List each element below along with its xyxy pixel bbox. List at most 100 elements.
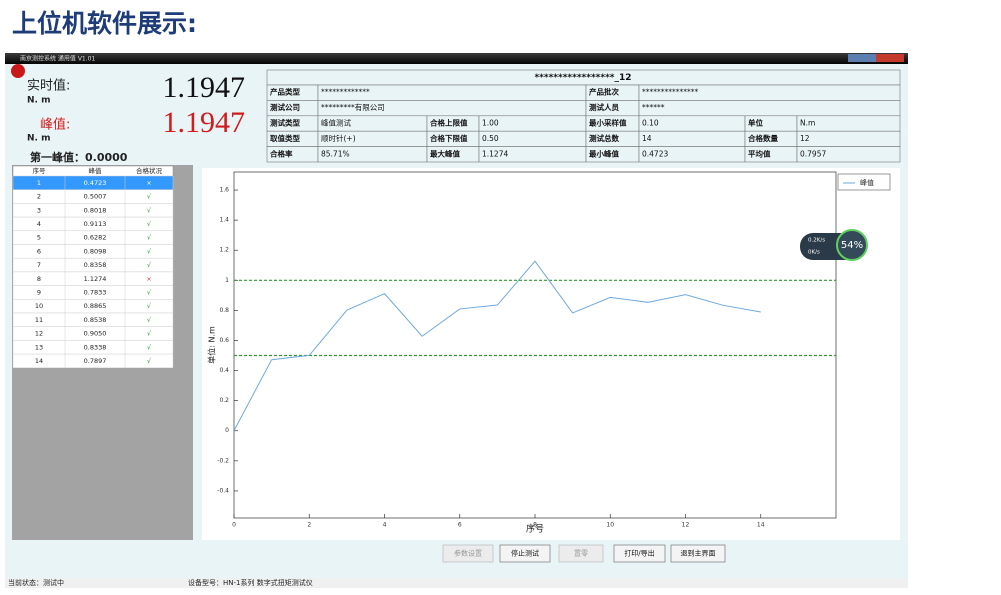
list-cell: 6 xyxy=(37,247,41,255)
list-cell: 13 xyxy=(35,343,43,351)
x-tick-label: 10 xyxy=(606,522,614,529)
list-cell: 0.8865 xyxy=(84,302,107,310)
info-label: 单位 xyxy=(748,118,763,128)
button-label[interactable]: 停止测试 xyxy=(511,549,539,558)
y-tick-label: 0.8 xyxy=(219,307,229,314)
download-speed: 0K/s xyxy=(808,250,820,256)
button-label[interactable]: 参数设置 xyxy=(454,549,482,558)
list-cell: 0.7897 xyxy=(84,357,107,365)
y-tick-label: -0.4 xyxy=(217,487,229,494)
y-tick-label: 0 xyxy=(225,427,229,434)
usage-ring xyxy=(836,229,868,261)
info-label: 测试总数 xyxy=(589,133,619,143)
list-column-header: 峰值 xyxy=(89,166,103,175)
minimize-button[interactable] xyxy=(848,54,862,62)
info-label: 合格数量 xyxy=(748,133,778,143)
list-column-header: 序号 xyxy=(33,166,47,175)
info-label: 取值类型 xyxy=(270,133,300,143)
list-cell: 0.8338 xyxy=(84,343,107,351)
list-cell: 5 xyxy=(37,234,41,242)
list-cell: 0.8358 xyxy=(84,261,107,269)
list-cell: 0.8098 xyxy=(84,247,107,255)
list-cell: 14 xyxy=(35,357,43,365)
list-cell: 0.5007 xyxy=(84,193,107,201)
list-cell: √ xyxy=(147,234,152,242)
list-cell: √ xyxy=(147,193,152,201)
button-label[interactable]: 置零 xyxy=(574,550,588,558)
y-tick-label: 0.2 xyxy=(219,397,229,404)
list-cell: 3 xyxy=(37,206,41,214)
list-cell: √ xyxy=(147,220,152,228)
button-label[interactable]: 打印/导出 xyxy=(624,549,654,558)
x-tick-label: 0 xyxy=(232,522,236,529)
list-cell: 0.7833 xyxy=(84,288,107,296)
button[interactable] xyxy=(499,544,551,563)
maximize-button[interactable] xyxy=(862,54,876,62)
info-label: 最小峰值 xyxy=(589,148,619,158)
first-peak: 第一峰值：0.0000 xyxy=(30,150,128,164)
x-tick-label: 8 xyxy=(533,522,537,529)
list-cell: 0.9050 xyxy=(84,330,107,338)
info-value: 0.4723 xyxy=(642,149,668,158)
peak-label: 峰值: xyxy=(40,117,70,133)
info-value: 0.50 xyxy=(482,134,499,143)
y-tick-label: 0.4 xyxy=(219,367,229,374)
realtime-unit: N. m xyxy=(27,96,50,106)
list-cell: × xyxy=(146,179,151,187)
info-label: 测试公司 xyxy=(270,102,300,112)
chart-panel xyxy=(202,168,900,540)
list-column-header: 合格状况 xyxy=(136,166,163,175)
y-tick-label: -0.2 xyxy=(217,457,229,464)
list-cell: √ xyxy=(147,330,152,338)
info-value: 0.7957 xyxy=(800,149,826,158)
close-button[interactable] xyxy=(876,54,904,62)
list-cell: 12 xyxy=(35,330,43,338)
list-cell: 2 xyxy=(37,193,41,201)
info-label: 产品批次 xyxy=(589,87,619,97)
peak-unit: N. m xyxy=(27,134,50,144)
button[interactable] xyxy=(442,544,494,563)
button[interactable] xyxy=(670,544,726,563)
status-state: 当前状态：测试中 xyxy=(8,578,64,587)
info-label: 合格下限值 xyxy=(430,133,468,143)
page-title: 上位机软件展示: xyxy=(12,9,197,38)
info-value: 顺时针(+) xyxy=(321,133,356,143)
button-label[interactable]: 退到主界面 xyxy=(681,549,716,558)
peak-value: 1.1947 xyxy=(163,106,246,139)
button[interactable] xyxy=(558,544,604,563)
window-title: 南京测控系统 通用值 V1.01 xyxy=(20,55,95,63)
info-label: 测试类型 xyxy=(270,118,300,128)
list-cell: 7 xyxy=(37,261,41,269)
y-tick-label: 1.4 xyxy=(219,217,229,224)
x-tick-label: 12 xyxy=(682,522,690,529)
button[interactable] xyxy=(613,544,666,563)
y-tick-label: 1.2 xyxy=(219,247,229,254)
info-label: 测试人员 xyxy=(589,102,619,112)
title-bar xyxy=(5,53,908,64)
info-value: 12 xyxy=(800,134,810,143)
info-value: 14 xyxy=(642,134,652,143)
upload-speed: 0.2K/s xyxy=(808,238,825,244)
list-cell: 4 xyxy=(37,220,41,228)
list-cell: × xyxy=(146,275,151,283)
realtime-value: 1.1947 xyxy=(163,71,246,104)
list-cell: 0.6282 xyxy=(84,234,107,242)
list-cell: √ xyxy=(147,316,152,324)
list-cell: 0.8018 xyxy=(84,206,107,214)
y-tick-label: 1 xyxy=(225,277,229,284)
info-value: N.m xyxy=(800,119,815,128)
x-tick-label: 6 xyxy=(458,522,462,529)
list-cell: 8 xyxy=(37,275,41,283)
x-axis-label: 序号 xyxy=(526,523,544,535)
info-label: 最小采样值 xyxy=(589,118,627,128)
info-header: *****************_12 xyxy=(534,73,631,83)
list-cell: 0.9113 xyxy=(84,220,107,228)
list-cell: 11 xyxy=(35,316,43,324)
list-cell: √ xyxy=(147,261,152,269)
list-cell: √ xyxy=(147,288,152,296)
info-value: 85.71% xyxy=(321,149,350,158)
data-line xyxy=(233,260,761,431)
info-value: 1.1274 xyxy=(482,149,508,158)
list-cell: 0.4723 xyxy=(84,179,107,187)
info-value: ************* xyxy=(321,88,370,97)
